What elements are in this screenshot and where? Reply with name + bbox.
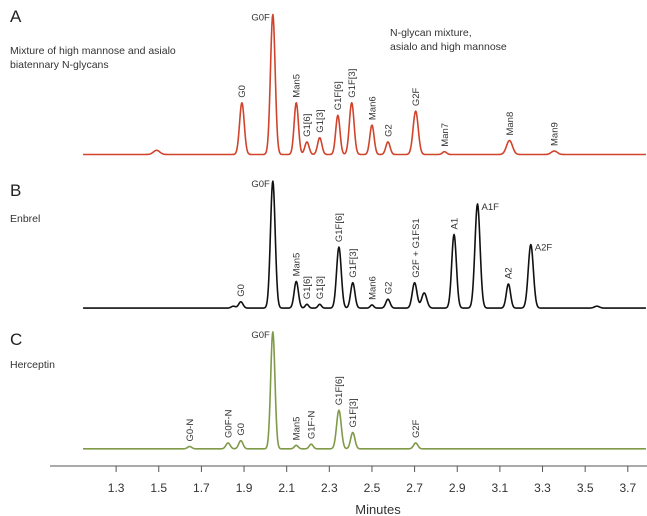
x-axis-title: Minutes — [355, 502, 401, 516]
x-tick-label: 2.1 — [278, 481, 295, 495]
peak-label: G2F + G1FS1 — [411, 218, 422, 277]
peak-label: A2F — [535, 243, 553, 254]
panel-a: A Mixture of high mannose and asialo biate… — [10, 7, 647, 156]
peak-label: G1F[6] — [334, 213, 345, 242]
peak-label: G1F-N — [307, 411, 318, 440]
peak-label: Man5 — [292, 417, 303, 441]
series-line — [82, 13, 647, 156]
series-line — [82, 180, 647, 309]
peak-label: G0-N — [185, 419, 196, 442]
peak-label: A1 — [449, 218, 460, 230]
panel-letter: A — [10, 7, 22, 26]
peak-label: Man5 — [292, 74, 303, 98]
peak-label: G1F[3] — [348, 249, 359, 278]
peak-label: Man5 — [292, 253, 303, 277]
x-tick-label: 3.3 — [534, 481, 551, 495]
peak-label: G1[3] — [315, 276, 326, 299]
peak-label: G0F — [251, 179, 270, 190]
x-tick-label: 3.5 — [577, 481, 594, 495]
peak-label: G0F — [251, 330, 270, 341]
x-tick-label: 2.5 — [364, 481, 381, 495]
panel-description: biatennary N-glycans — [10, 59, 109, 71]
peak-label: A2 — [504, 267, 515, 279]
x-tick-label: 1.9 — [236, 481, 253, 495]
peak-label: G2F — [411, 419, 422, 438]
peak-label: Man7 — [440, 123, 451, 147]
panel-description: Mixture of high mannose and asialo — [10, 45, 176, 57]
x-tick-label: 1.7 — [193, 481, 210, 495]
peak-label: G0F — [251, 13, 270, 24]
peak-label: G0F-N — [223, 409, 234, 438]
x-axis: 1.3 1.5 1.7 1.9 2.1 2.3 2.5 2.7 2.9 3.1 3.3 3.5 3.7 M… — [50, 465, 647, 516]
peak-label: G2F — [411, 87, 422, 106]
peak-label: G1[3] — [315, 109, 326, 132]
x-tick-label: 3.7 — [619, 481, 636, 495]
peak-label: Man6 — [367, 96, 378, 120]
peak-label: A1F — [482, 202, 500, 213]
peak-label: G1F[3] — [348, 398, 359, 427]
peak-label: G1F[6] — [334, 376, 345, 405]
x-tick-label: 2.9 — [449, 481, 466, 495]
peak-label: G1[6] — [302, 114, 313, 137]
peak-label: G2 — [383, 124, 394, 137]
panel-note: asialo and high mannose — [390, 41, 507, 53]
peak-label: G2 — [383, 282, 394, 295]
peak-label: G1F[3] — [347, 69, 358, 98]
peak-label: Man8 — [505, 112, 516, 136]
peak-label: Man9 — [550, 122, 561, 146]
panel-description: Enbrel — [10, 213, 40, 225]
series-line — [82, 331, 647, 450]
x-tick-label: 3.1 — [492, 481, 509, 495]
panel-letter: B — [10, 181, 21, 200]
peak-label: G0 — [237, 85, 248, 98]
panel-letter: C — [10, 330, 22, 349]
x-tick-label: 2.3 — [321, 481, 338, 495]
panel-description: Herceptin — [10, 359, 55, 371]
x-tick-label: 2.7 — [406, 481, 423, 495]
peak-label: G0 — [236, 423, 247, 436]
panel-note: N-glycan mixture, — [390, 27, 472, 39]
peak-label: G1F[6] — [333, 81, 344, 110]
peak-label: G0 — [236, 284, 247, 297]
x-tick-label: 1.3 — [108, 481, 125, 495]
x-tick-label: 1.5 — [150, 481, 167, 495]
peak-label: G1[6] — [302, 276, 313, 299]
peak-label: Man6 — [367, 276, 378, 300]
